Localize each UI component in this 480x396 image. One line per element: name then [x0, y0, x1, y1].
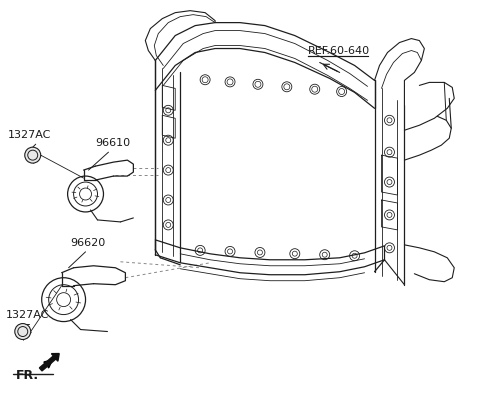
Text: 96610: 96610 — [96, 138, 131, 148]
Text: 1327AC: 1327AC — [6, 310, 49, 320]
Text: REF.60-640: REF.60-640 — [308, 46, 370, 55]
FancyArrow shape — [39, 354, 59, 371]
Text: FR.: FR. — [16, 369, 39, 383]
Circle shape — [15, 324, 31, 339]
Text: 96620: 96620 — [71, 238, 106, 248]
Circle shape — [25, 147, 41, 163]
Text: 1327AC: 1327AC — [8, 130, 51, 140]
